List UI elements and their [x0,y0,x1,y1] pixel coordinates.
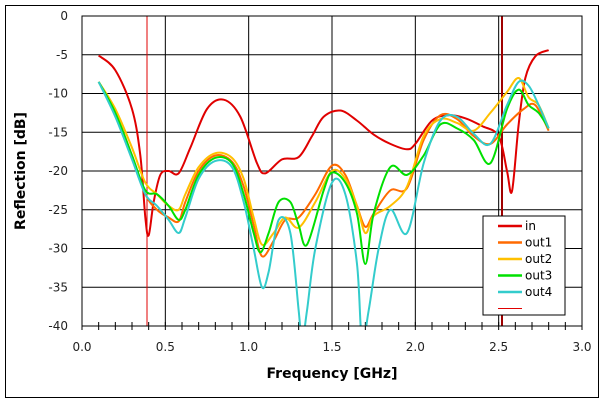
x-tick-label: 2.5 [489,340,508,354]
legend-label: out3 [525,269,552,283]
y-tick-label: 0 [60,9,68,23]
x-tick-label: 0.5 [156,340,175,354]
series-line-out4 [97,79,550,326]
y-tick-label: -25 [48,203,68,217]
x-axis-label: Frequency [GHz] [267,366,398,382]
series-line-out3 [97,81,550,266]
legend-label: out1 [525,236,552,250]
y-tick-label: -30 [48,242,68,256]
legend: in out1 out2 out3 out4 [482,215,566,316]
y-tick-label: -40 [48,319,68,333]
y-tick-label: -15 [48,125,68,139]
x-tick-label: 1.5 [322,340,341,354]
y-tick-label: -35 [48,280,68,294]
legend-box [482,215,566,316]
y-tick-label: -20 [48,164,68,178]
legend-label: out2 [525,252,552,266]
x-tick-label: 0.0 [72,340,91,354]
legend-label: in [525,219,536,233]
y-axis-label: Reflection [dB] [13,112,29,230]
series-line-out2 [97,77,550,247]
data-series [97,49,550,326]
y-axis-ticks: 0 -5 -10 -15 -20 -25 -30 -35 -40 [48,9,68,333]
chart-frame [5,5,599,398]
x-axis-ticks: 0.0 0.5 1.0 1.5 2.0 2.5 3.0 [72,322,592,354]
plot-area [81,15,583,327]
x-tick-label: 2.0 [406,340,425,354]
x-tick-label: 1.0 [239,340,258,354]
y-tick-label: -5 [56,48,68,62]
series-line-out1 [97,81,550,258]
y-tick-label: -10 [48,87,68,101]
x-tick-label: 3.0 [572,340,591,354]
legend-label: out4 [525,285,552,299]
